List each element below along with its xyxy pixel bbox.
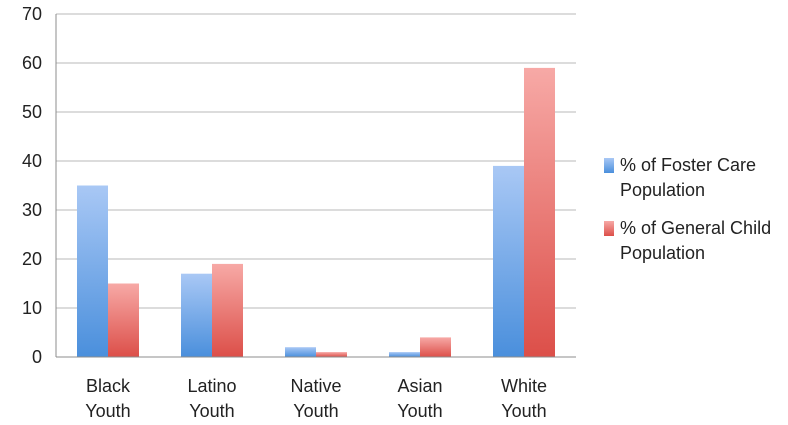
y-tick-label-50: 50 <box>22 102 42 122</box>
bar-series2-black-youth <box>108 283 139 357</box>
bar-series2-native-youth <box>316 352 347 357</box>
bar-series1-asian-youth <box>389 352 420 357</box>
legend-label-series1-line2: Population <box>620 180 705 200</box>
x-category-label-asian-youth-line1: Asian <box>397 376 442 396</box>
bar-series2-asian-youth <box>420 337 451 357</box>
y-tick-label-70: 70 <box>22 4 42 24</box>
x-axis-categories: Black Youth Latino Youth Native Youth Asian You… <box>85 376 547 421</box>
bar-series1-latino-youth <box>181 273 212 357</box>
x-category-label-white-youth-line2: Youth <box>501 401 546 421</box>
x-category-label-native-youth-line1: Native <box>290 376 341 396</box>
x-category-label-asian-youth-line2: Youth <box>397 401 442 421</box>
x-category-label-black-youth-line1: Black <box>86 376 131 396</box>
y-tick-label-40: 40 <box>22 151 42 171</box>
bar-series2-white-youth <box>524 67 555 358</box>
legend-swatch-series1 <box>604 158 614 173</box>
bar-series1-black-youth <box>77 185 108 357</box>
x-category-label-latino-youth-line1: Latino <box>187 376 236 396</box>
legend-label-series1-line1: % of Foster Care <box>620 155 756 175</box>
bar-series2-latino-youth <box>212 263 243 357</box>
legend-label-series2-line2: Population <box>620 243 705 263</box>
y-tick-label-20: 20 <box>22 249 42 269</box>
y-tick-label-10: 10 <box>22 298 42 318</box>
bar-series1-white-youth <box>493 165 524 357</box>
bars <box>77 67 555 358</box>
legend-label-series2-line1: % of General Child <box>620 218 771 238</box>
gridlines <box>56 13 576 309</box>
y-axis-ticks: 0 10 20 30 40 50 60 70 <box>22 4 42 367</box>
x-category-label-native-youth-line2: Youth <box>293 401 338 421</box>
y-tick-label-0: 0 <box>32 347 42 367</box>
x-category-label-black-youth-line2: Youth <box>85 401 130 421</box>
x-category-label-white-youth-line1: White <box>501 376 547 396</box>
y-tick-label-60: 60 <box>22 53 42 73</box>
legend-swatch-series2 <box>604 221 614 236</box>
bar-series1-native-youth <box>285 347 316 357</box>
x-category-label-latino-youth-line2: Youth <box>189 401 234 421</box>
axes <box>55 14 576 358</box>
y-tick-label-30: 30 <box>22 200 42 220</box>
legend: % of Foster Care Population % of General C… <box>604 155 771 263</box>
